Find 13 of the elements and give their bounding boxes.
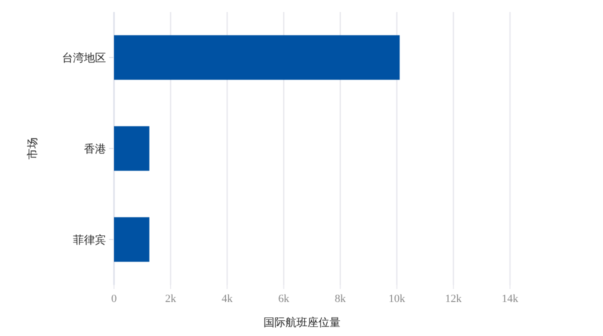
x-tick-label: 8k [334,293,346,305]
x-tick-label: 10k [388,293,406,305]
y-tick-label: 菲律宾 [73,234,106,246]
x-tick-label: 14k [502,293,519,305]
x-axis-title: 国际航班座位量 [264,316,340,329]
x-tick-label: 4k [222,293,234,305]
x-tick-label: 6k [278,293,290,305]
y-tick-label: 台湾地区 [62,52,106,64]
y-axis-title: 市场 [26,138,39,160]
x-tick-label: 12k [445,293,462,305]
x-tick-label: 2k [165,293,177,305]
y-tick-label: 香港 [84,142,106,156]
x-tick-label: 0 [111,293,118,305]
